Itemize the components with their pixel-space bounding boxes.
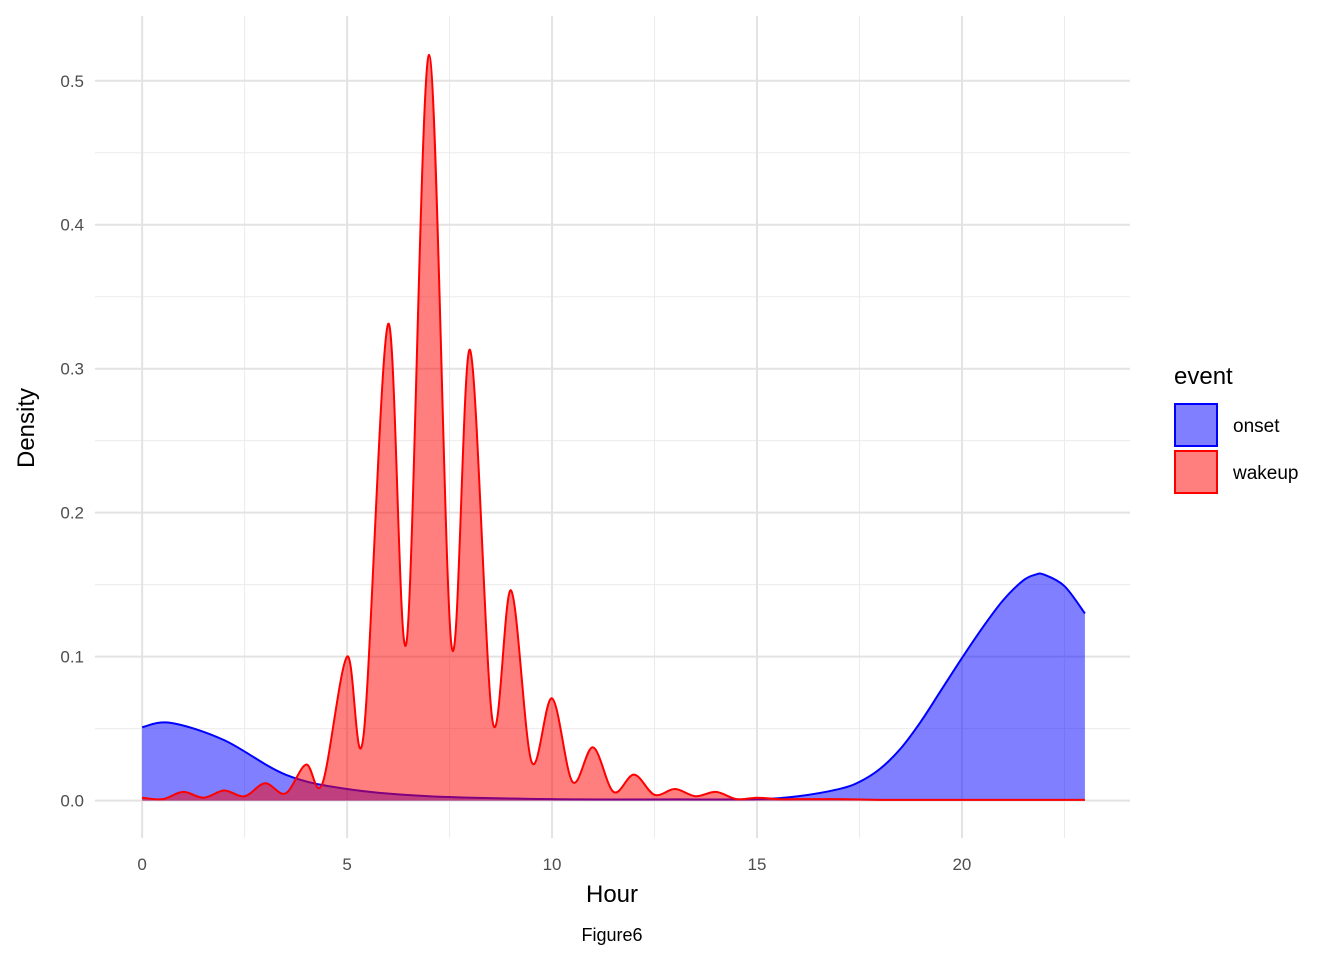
legend-swatch-wakeup	[1174, 450, 1218, 494]
x-tick-label: 10	[543, 855, 562, 874]
x-axis-tick-labels: 0 5 10 15 20	[137, 855, 971, 874]
legend-label-wakeup: wakeup	[1232, 463, 1299, 484]
legend-label-onset: onset	[1233, 416, 1280, 437]
minor-gridlines	[95, 16, 1130, 838]
legend: event onset wakeup	[1174, 363, 1299, 494]
density-area-wakeup	[142, 54, 1085, 801]
y-tick-label: 0.5	[60, 72, 84, 91]
y-tick-label: 0.0	[60, 792, 84, 811]
y-tick-label: 0.1	[60, 648, 84, 667]
legend-title: event	[1174, 363, 1233, 390]
y-tick-label: 0.4	[60, 216, 84, 235]
x-tick-label: 15	[748, 855, 767, 874]
y-axis-title: Density	[13, 388, 40, 468]
legend-swatch-onset	[1174, 403, 1218, 447]
density-area-onset	[142, 573, 1085, 801]
y-tick-label: 0.2	[60, 504, 84, 523]
figure-caption: Figure6	[581, 925, 642, 945]
y-axis-tick-labels: 0.0 0.1 0.2 0.3 0.4 0.5	[60, 72, 84, 811]
x-tick-label: 20	[952, 855, 971, 874]
y-tick-label: 0.3	[60, 360, 84, 379]
x-axis-title: Hour	[586, 881, 638, 908]
density-areas	[141, 53, 1086, 801]
x-tick-label: 5	[342, 855, 351, 874]
density-line-wakeup	[142, 53, 1085, 801]
x-tick-label: 0	[137, 855, 146, 874]
